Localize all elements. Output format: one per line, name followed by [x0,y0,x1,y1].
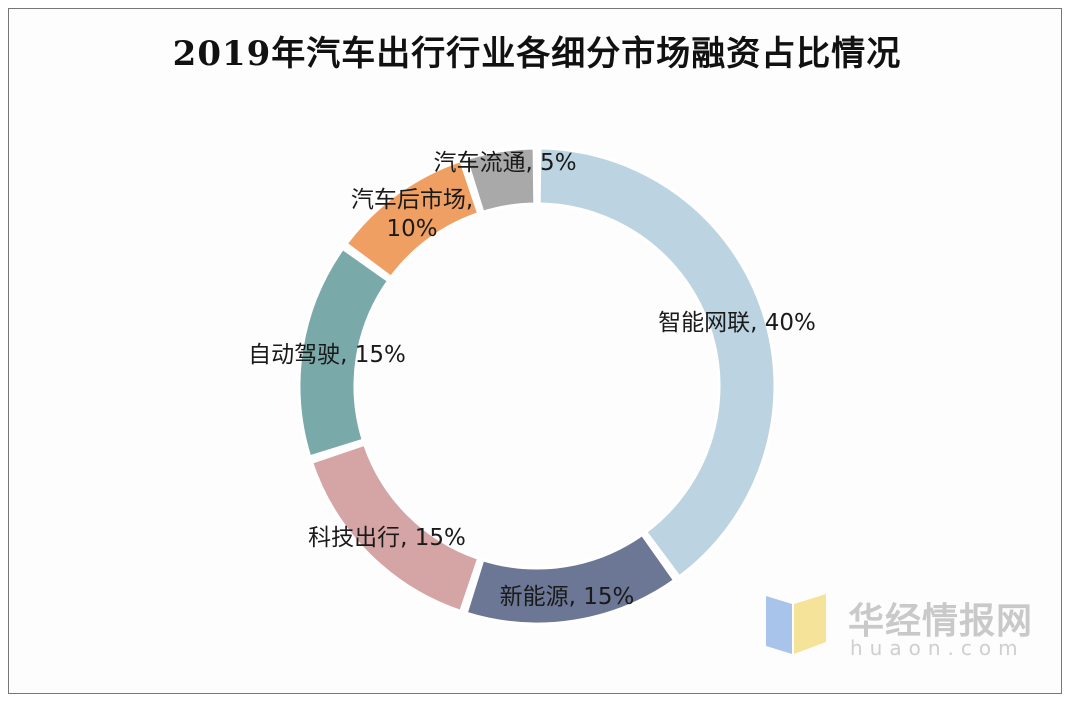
slice-label-5: 汽车流通, 5% [433,150,576,176]
donut-slice-1 [464,532,677,626]
donut-slice-3 [297,246,391,459]
slice-label-0: 智能网联, 40% [658,310,816,336]
labels-group: 智能网联, 40% 新能源, 15% 科技出行, 15% 自动驾驶, 15% 汽车后市场… [248,150,816,610]
watermark-text-cn: 华经情报网 [848,601,1034,642]
donut-slice-0 [537,146,777,579]
slice-label-2: 科技出行, 15% [308,525,466,551]
watermark: 华经情报网 huaon.com [766,590,1036,660]
slice-label-3: 自动驾驶, 15% [248,342,406,368]
slice-label-4: 汽车后市场, 10% [351,187,473,242]
donut-slice-5 [464,146,537,215]
donut-slice-4 [344,158,481,280]
huaon-logo-icon [766,594,826,654]
slice-label-1: 新能源, 15% [500,584,635,610]
slices-group [297,146,777,626]
chart-title: 2019年汽车出行行业各细分市场融资占比情况 [172,34,902,74]
donut-slice-2 [309,442,481,614]
watermark-text-en: huaon.com [850,636,1025,660]
